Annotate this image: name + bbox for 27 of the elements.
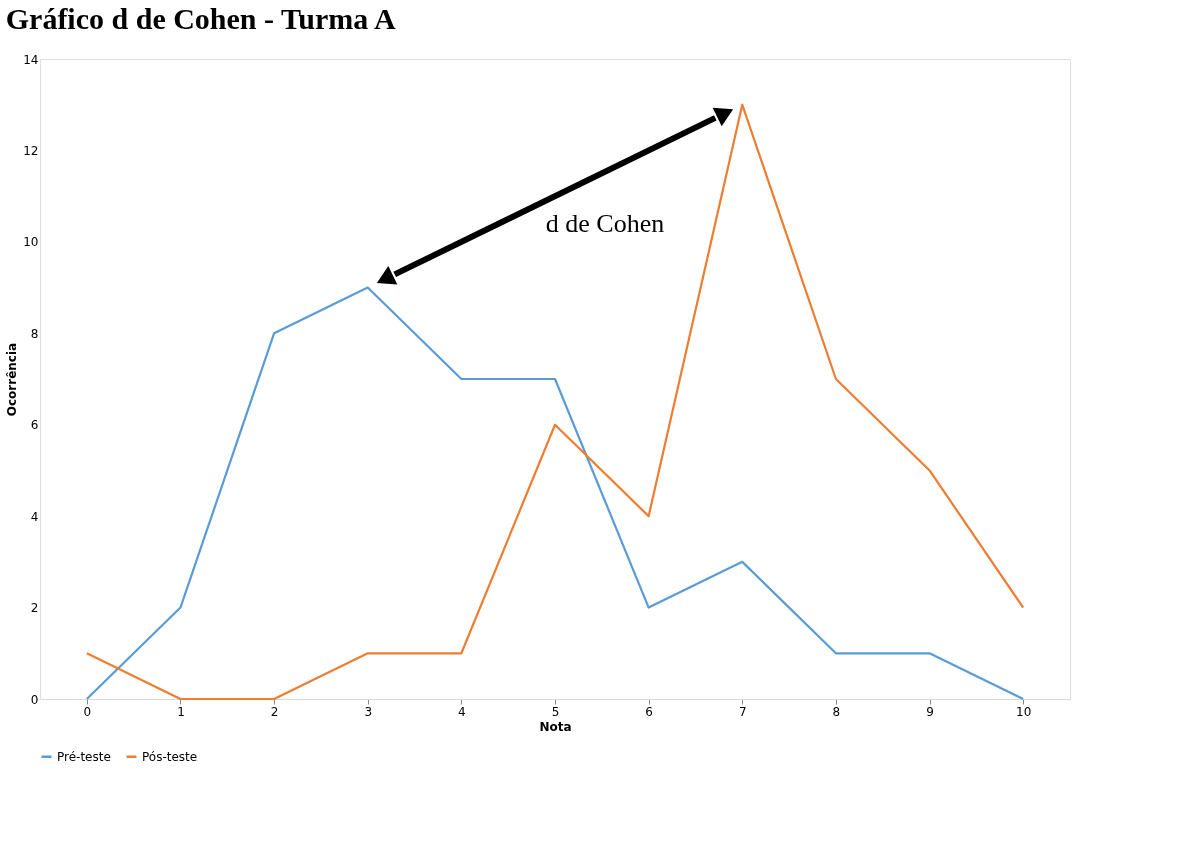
x-tick-label: 3 (364, 704, 373, 719)
x-tick-label: 0 (83, 704, 92, 719)
x-tick-label: 9 (926, 704, 934, 719)
y-tick-label: 10 (23, 235, 39, 250)
line-series (85, 103, 1025, 701)
y-tick-label: 6 (30, 418, 39, 433)
y-tick-label: 12 (23, 143, 39, 158)
y-tick-label: 0 (30, 692, 39, 707)
x-tick-label: 4 (458, 704, 466, 719)
x-tick-label: 6 (645, 704, 653, 719)
y-tick-label: 4 (30, 509, 39, 524)
chart-title: Gráfico d de Cohen - Turma A (5, 2, 397, 35)
x-tick-label: 7 (738, 704, 747, 719)
y-tick-label: 2 (30, 601, 39, 616)
x-tick-label: 8 (832, 704, 841, 719)
x-axis-title: Nota (539, 719, 572, 734)
x-tick-label: 5 (551, 704, 560, 719)
legend-label: Pós-teste (142, 749, 198, 764)
y-tick-label: 8 (30, 326, 39, 341)
x-tick-label: 10 (1016, 704, 1032, 719)
x-tick-label: 2 (270, 704, 279, 719)
y-tick-label: 14 (23, 52, 39, 67)
line-series (85, 286, 1025, 701)
x-tick-label: 1 (177, 704, 185, 719)
legend-label: Pré-teste (57, 749, 111, 764)
y-axis-title: Ocorrência (5, 342, 20, 417)
annotation: d de Cohen (545, 209, 665, 239)
